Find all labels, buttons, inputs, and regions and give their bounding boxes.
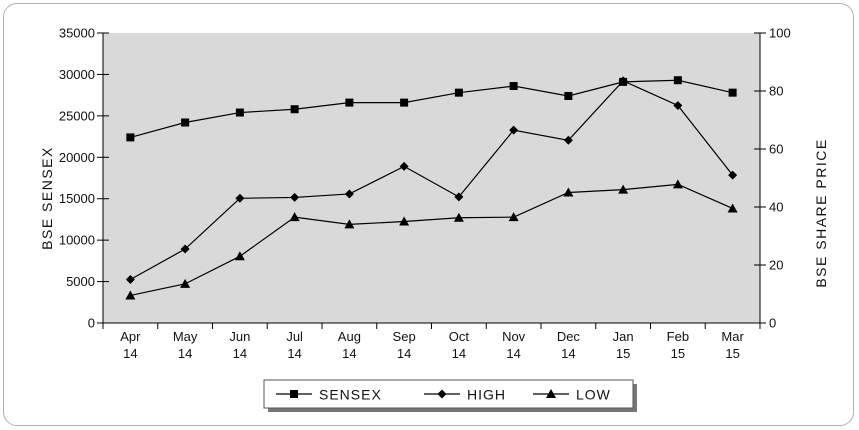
legend-label-high: HIGH (467, 387, 506, 403)
x-tick-label-month: Feb (667, 329, 689, 344)
low-point (672, 179, 683, 189)
x-tick-label-year: 14 (561, 346, 575, 361)
x-tick-label-month: Dec (557, 329, 581, 344)
high-point (290, 192, 300, 202)
high-point (344, 189, 354, 199)
high-point (399, 161, 409, 171)
x-tick-label-year: 14 (233, 346, 247, 361)
sensex-point (400, 98, 409, 107)
low-point (289, 212, 300, 222)
low-point (618, 184, 629, 194)
x-tick-label-month: Nov (502, 329, 526, 344)
low-point (508, 212, 519, 222)
x-tick-label-year: 15 (671, 346, 685, 361)
series-high-line (130, 80, 734, 281)
low-point (453, 212, 464, 222)
right-tick-label: 80 (769, 84, 783, 99)
x-tick-label-year: 15 (616, 346, 630, 361)
legend-label-sensex: SENSEX (319, 387, 382, 403)
x-tick-label-year: 14 (342, 346, 356, 361)
x-tick-label-year: 14 (506, 346, 520, 361)
left-tick-label: 30000 (59, 67, 95, 82)
series-low (125, 179, 738, 300)
x-tick-label-year: 14 (178, 346, 192, 361)
low-point (399, 216, 410, 226)
x-tick-label-month: Jun (229, 329, 250, 344)
sensex-point (728, 88, 737, 97)
high-point (673, 101, 683, 110)
x-tick-label-month: Sep (393, 329, 416, 344)
x-tick-label-year: 14 (287, 346, 301, 361)
right-tick-label: 20 (769, 258, 783, 273)
x-tick-label-year: 14 (123, 346, 137, 361)
sensex-point (673, 76, 682, 85)
high-point (180, 244, 190, 254)
x-tick-label-month: Aug (338, 329, 361, 344)
sensex-point (126, 133, 135, 142)
left-y-ticks: 0 5000 10000 15000 20000 25000 30000 35000 (59, 26, 109, 331)
right-tick-label: 100 (769, 26, 791, 41)
legend-item-high: HIGH (424, 387, 506, 403)
legend-marker-sensex (290, 390, 298, 398)
high-point (618, 76, 628, 86)
series-low-line (130, 183, 733, 297)
series-sensex-line (130, 79, 733, 138)
legend: SENSEX HIGH LOW (263, 379, 637, 412)
sensex-point (345, 98, 354, 107)
x-tick-label-month: Apr (120, 329, 141, 344)
left-tick-label: 20000 (59, 150, 95, 165)
low-point (563, 187, 574, 197)
legend-item-sensex: SENSEX (276, 387, 382, 403)
x-ticks: Apr 14 May 14 Jun 14 Jul 14 Aug 14 Sep 14 Oct 14 Nov 14… (102, 323, 761, 361)
legend-item-low: LOW (533, 387, 611, 403)
x-tick-label-month: Jul (286, 329, 303, 344)
left-axis-title: BSE SENSEX (39, 146, 55, 250)
left-tick-label: 5000 (66, 274, 95, 289)
legend-marker-low (546, 389, 556, 398)
x-tick-label-month: Jan (613, 329, 634, 344)
low-point (344, 219, 355, 229)
legend-label-low: LOW (576, 387, 611, 403)
high-point (235, 193, 245, 203)
series-high (125, 76, 738, 284)
x-tick-label-year: 15 (725, 346, 739, 361)
high-point (563, 135, 573, 145)
right-axis-title: BSE SHARE PRICE (813, 138, 829, 287)
x-tick-label-year: 14 (397, 346, 411, 361)
low-point (234, 251, 245, 261)
left-tick-label: 15000 (59, 191, 95, 206)
legend-marker-high (437, 389, 447, 399)
sensex-point (454, 88, 463, 97)
right-tick-label: 60 (769, 142, 783, 157)
x-tick-label-month: Mar (721, 329, 744, 344)
sensex-point (181, 118, 190, 127)
sensex-point (235, 108, 244, 117)
high-point (125, 275, 135, 284)
series-layer (125, 76, 738, 300)
left-tick-label: 10000 (59, 233, 95, 248)
low-point (180, 278, 191, 288)
x-tick-label-month: Oct (449, 329, 470, 344)
low-point (727, 203, 738, 213)
high-point (509, 125, 519, 135)
plot-area (103, 33, 760, 323)
legend-items: SENSEX HIGH LOW (276, 387, 611, 403)
high-point (728, 170, 738, 180)
left-tick-label: 35000 (59, 26, 95, 41)
right-y-ticks: 0 20 40 60 80 100 (754, 26, 791, 331)
left-tick-label: 0 (88, 316, 95, 331)
sensex-point (564, 91, 573, 100)
sensex-point (290, 105, 299, 114)
x-tick-label-month: May (173, 329, 198, 344)
x-tick-label-year: 14 (452, 346, 466, 361)
low-point (125, 290, 136, 300)
right-tick-label: 40 (769, 200, 783, 215)
series-sensex (126, 76, 737, 142)
left-tick-label: 25000 (59, 108, 95, 123)
right-tick-label: 0 (769, 316, 776, 331)
sensex-point (509, 82, 518, 91)
high-point (454, 192, 464, 202)
